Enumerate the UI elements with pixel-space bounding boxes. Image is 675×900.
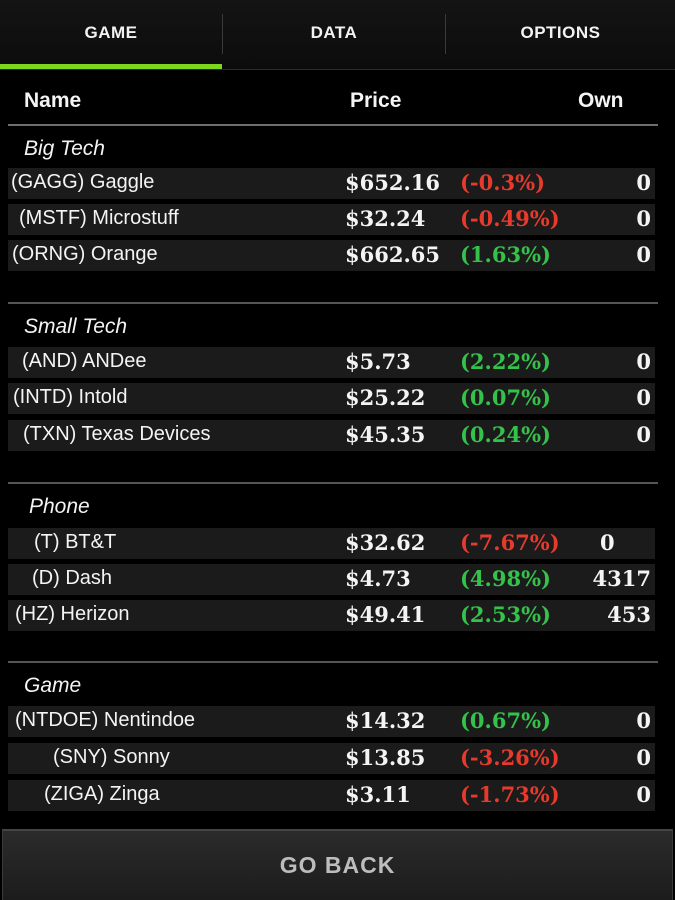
section-title: Small Tech xyxy=(24,315,128,338)
stock-row[interactable]: (T) BT&T $32.62 (-7.67%) 0 xyxy=(8,528,655,559)
active-tab-indicator xyxy=(0,64,222,70)
tab-game[interactable]: GAME xyxy=(84,23,138,42)
stock-name: (SNY) Sonny xyxy=(53,746,170,768)
stock-change: (4.98%) xyxy=(460,566,551,591)
stock-name: (INTD) Intold xyxy=(13,386,128,408)
stock-change: (0.24%) xyxy=(460,422,551,447)
stock-price: $3.11 xyxy=(345,782,411,807)
stock-row[interactable]: (ORNG) Orange $662.65 (1.63%) 0 xyxy=(8,240,655,271)
stock-owned: 0 xyxy=(600,530,615,555)
stock-owned: 0 xyxy=(636,385,651,410)
stock-owned: 4317 xyxy=(592,566,651,591)
stock-name: (D) Dash xyxy=(32,567,113,589)
stock-change: (-0.49%) xyxy=(460,206,560,231)
stock-price: $662.65 xyxy=(345,242,440,267)
stock-owned: 0 xyxy=(636,349,651,374)
stock-name: (HZ) Herizon xyxy=(15,603,130,625)
stock-change: (-3.26%) xyxy=(460,745,560,770)
tab-bar: GAME DATA OPTIONS xyxy=(0,0,675,70)
section-divider xyxy=(8,482,658,484)
stock-change: (2.53%) xyxy=(460,602,551,627)
stock-name: (AND) ANDee xyxy=(22,350,147,372)
stock-change: (0.67%) xyxy=(460,708,551,733)
stock-name: (TXN) Texas Devices xyxy=(23,423,211,445)
stock-owned: 0 xyxy=(636,242,651,267)
column-header-price: Price xyxy=(350,89,402,112)
tab-divider xyxy=(445,14,446,54)
stock-price: $13.85 xyxy=(345,745,426,770)
stock-change: (0.07%) xyxy=(460,385,551,410)
section-divider xyxy=(8,661,658,663)
stock-change: (-0.3%) xyxy=(460,170,546,195)
stock-row[interactable]: (INTD) Intold $25.22 (0.07%) 0 xyxy=(8,383,655,414)
stock-row[interactable]: (AND) ANDee $5.73 (2.22%) 0 xyxy=(8,347,655,378)
stock-name: (NTDOE) Nentindoe xyxy=(15,709,196,731)
stock-price: $14.32 xyxy=(345,708,426,733)
stock-owned: 0 xyxy=(636,708,651,733)
stock-row[interactable]: (ZIGA) Zinga $3.11 (-1.73%) 0 xyxy=(8,780,655,811)
stock-row[interactable]: (GAGG) Gaggle $652.16 (-0.3%) 0 xyxy=(8,168,655,199)
section-title: Phone xyxy=(29,495,90,518)
tab-bar-border xyxy=(0,69,675,70)
section-title: Game xyxy=(24,674,82,697)
section-title: Big Tech xyxy=(24,137,105,160)
stock-price: $45.35 xyxy=(345,422,426,447)
stock-row[interactable]: (TXN) Texas Devices $45.35 (0.24%) 0 xyxy=(8,420,655,451)
stock-change: (2.22%) xyxy=(460,349,551,374)
go-back-button[interactable]: GO BACK xyxy=(2,829,673,900)
header-divider xyxy=(8,124,658,126)
stock-row[interactable]: (NTDOE) Nentindoe $14.32 (0.67%) 0 xyxy=(8,706,655,737)
stock-name: (MSTF) Microstuff xyxy=(19,207,179,229)
stock-price: $25.22 xyxy=(345,385,426,410)
stock-price: $652.16 xyxy=(345,170,440,195)
stock-price: $32.24 xyxy=(345,206,426,231)
stock-change: (1.63%) xyxy=(460,242,551,267)
stock-price: $4.73 xyxy=(345,566,411,591)
stock-owned: 453 xyxy=(607,602,651,627)
stock-price: $32.62 xyxy=(345,530,426,555)
tab-options[interactable]: OPTIONS xyxy=(520,23,601,42)
section-divider xyxy=(8,302,658,304)
stock-name: (GAGG) Gaggle xyxy=(11,171,155,193)
stock-row[interactable]: (D) Dash $4.73 (4.98%) 4317 xyxy=(8,564,655,595)
stock-price: $5.73 xyxy=(345,349,411,374)
stock-name: (ZIGA) Zinga xyxy=(44,783,160,805)
column-header-own: Own xyxy=(578,89,624,112)
stock-owned: 0 xyxy=(636,206,651,231)
stock-owned: 0 xyxy=(636,745,651,770)
stock-owned: 0 xyxy=(636,422,651,447)
stock-owned: 0 xyxy=(636,782,651,807)
stock-change: (-1.73%) xyxy=(460,782,560,807)
stock-name: (ORNG) Orange xyxy=(12,243,158,265)
stock-name: (T) BT&T xyxy=(34,531,117,553)
tab-divider xyxy=(222,14,223,54)
stock-row[interactable]: (HZ) Herizon $49.41 (2.53%) 453 xyxy=(8,600,655,631)
stock-owned: 0 xyxy=(636,170,651,195)
column-header-name: Name xyxy=(24,89,82,112)
stock-price: $49.41 xyxy=(345,602,426,627)
stock-row[interactable]: (MSTF) Microstuff $32.24 (-0.49%) 0 xyxy=(8,204,655,235)
stock-row[interactable]: (SNY) Sonny $13.85 (-3.26%) 0 xyxy=(8,743,655,774)
tab-data[interactable]: DATA xyxy=(310,23,358,42)
stock-change: (-7.67%) xyxy=(460,530,560,555)
